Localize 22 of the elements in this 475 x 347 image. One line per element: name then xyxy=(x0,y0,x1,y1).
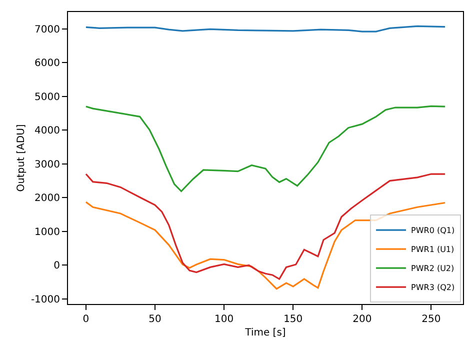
y-tick-label: 0 xyxy=(54,260,60,272)
y-axis-title: Output [ADU] xyxy=(16,124,27,192)
x-axis-title: Time [s] xyxy=(244,328,286,338)
line-series xyxy=(85,105,446,192)
y-tick-label: 1000 xyxy=(34,226,60,238)
y-tick-label: 2000 xyxy=(34,193,60,204)
y-tick-label: 5000 xyxy=(34,92,60,103)
y-tick-label: 4000 xyxy=(34,126,60,137)
legend-label: PWR0 (Q1) xyxy=(411,226,455,236)
y-tick-label: 7000 xyxy=(34,24,60,36)
legend-label: PWR2 (U2) xyxy=(411,264,454,274)
x-tick-label: 0 xyxy=(82,314,90,325)
x-tick-label: 250 xyxy=(422,314,441,325)
y-tick-label: 3000 xyxy=(34,159,60,170)
legend-label: PWR3 (Q2) xyxy=(411,283,455,292)
x-tick-label: 200 xyxy=(352,314,372,325)
legend-label: PWR1 (U1) xyxy=(411,245,454,254)
x-tick-label: 100 xyxy=(214,314,234,325)
x-tick-label: 50 xyxy=(148,314,162,325)
y-tick-label: -1000 xyxy=(30,294,60,306)
x-tick-label: 150 xyxy=(284,314,303,325)
y-tick-label: 6000 xyxy=(34,58,60,70)
